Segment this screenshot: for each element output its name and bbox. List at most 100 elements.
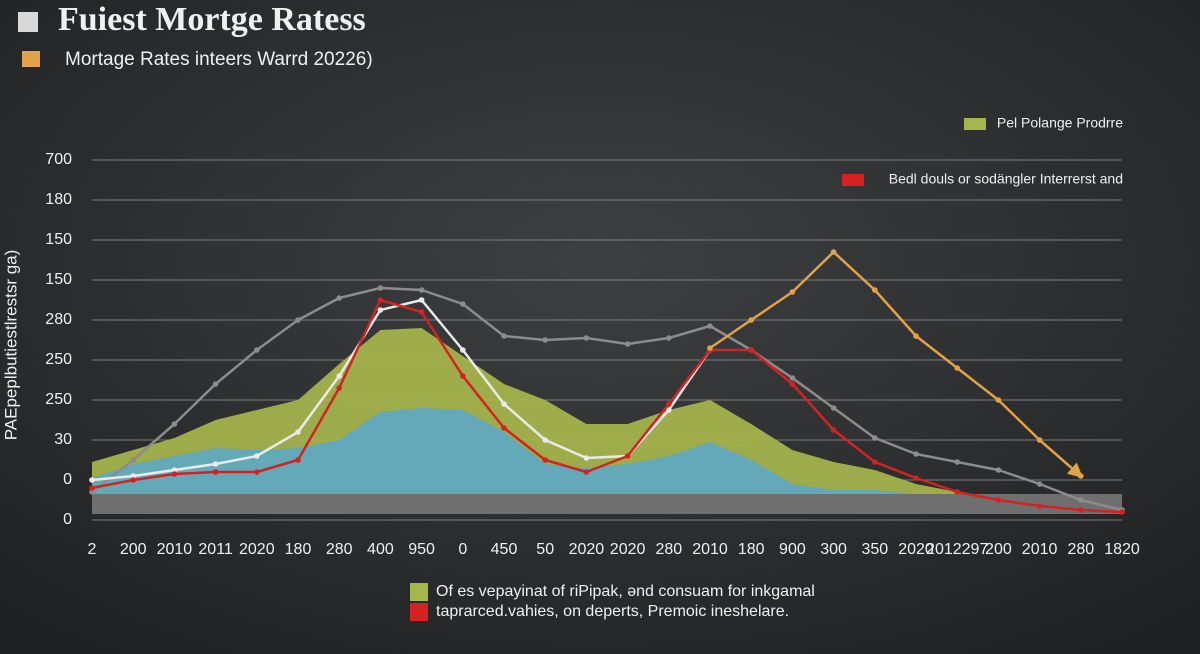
x-tick-label: 950 [408,541,435,558]
point [913,451,919,457]
legend-swatch [842,174,864,186]
point [418,297,425,303]
point [542,337,548,343]
x-tick-label: 2012297 [926,541,988,558]
point [624,341,631,347]
point [253,347,260,353]
x-tick-label: 180 [738,541,765,558]
y-tick-label: 250 [45,391,72,408]
point [295,317,301,323]
y-tick-label: 150 [45,231,72,248]
point [748,317,754,323]
chart-subtitle: Mortage Rates inteers Warrd 20226) [65,49,373,70]
x-tick-label: 350 [861,541,888,558]
x-tick-label: 2020 [610,541,646,558]
x-tick-label: 2011 [198,541,233,558]
point [913,475,919,481]
x-tick-label: 1820 [1104,541,1140,558]
point [542,437,548,443]
point [336,295,343,301]
point [583,469,590,475]
x-tick-label: 50 [536,541,554,558]
point [995,467,1002,473]
line [709,250,1084,478]
point [212,381,219,387]
point [130,457,136,463]
point [913,333,919,339]
point [1078,497,1084,503]
x-tick-label: 0 [458,541,467,558]
point [830,405,837,411]
point [501,425,507,431]
x-tick-label: 2010 [157,541,193,558]
point [1119,509,1125,515]
point [418,287,425,293]
legend-label: Pel Polange Prodrre [997,115,1123,131]
x-tick-label: 450 [491,541,518,558]
point [1036,503,1043,509]
point [954,365,960,371]
point [171,471,178,477]
line [91,298,1123,514]
point [542,457,548,463]
point [377,297,384,303]
x-tick-label: 900 [779,541,806,558]
title-icon [18,12,38,32]
y-axis-label: PAEpeplbutiestlrestsr ga) [1,250,20,441]
chart-title: Fuiest Mortge Ratess [58,1,366,38]
x-tick-label: 280 [1067,541,1094,558]
point [707,323,713,329]
point [995,397,1002,403]
point [748,347,754,353]
subtitle-icon [22,51,40,67]
point [460,301,466,307]
y-tick-label: 180 [45,191,72,208]
point [130,473,136,479]
point [89,477,95,483]
y-tick-label: 700 [45,151,72,168]
point [666,401,672,407]
base-band [92,494,1122,514]
area [92,408,1122,514]
x-tick-label: 2 [88,541,97,558]
y-tick-label: 150 [45,271,72,288]
x-tick-label: 2010 [692,541,728,558]
point [789,289,796,295]
point [336,373,343,379]
point [1036,437,1043,443]
y-tick-label: 280 [45,311,72,328]
footer-label: taprarced.vahies, on deperts, Premoic in… [436,603,789,620]
point [253,469,260,475]
point [954,489,960,495]
point [212,469,219,475]
point [583,455,590,461]
areas [92,328,1122,514]
point [460,373,466,379]
point [1078,473,1084,479]
x-tick-label: 2020 [569,541,605,558]
footer-label: Of es vepayinat of riPipak, ənd consuam … [436,583,815,600]
point [830,427,837,433]
point [830,249,837,255]
point [295,429,301,435]
point [789,381,796,387]
point [666,407,672,413]
point [789,375,796,381]
point [130,477,136,483]
line [91,286,1123,512]
x-tick-label: 180 [285,541,312,558]
point [171,421,178,427]
point [707,345,713,351]
point [954,459,960,465]
x-tick-label: 280 [655,541,682,558]
point [336,385,343,391]
x-tick-label: 2020 [239,541,275,558]
x-tick-label: 200 [985,541,1012,558]
legend: Pel Polange Prodrre Bedl douls or sodängl… [410,115,1123,621]
y-tick-label: 0 [63,511,72,528]
x-tick-label: 2010 [1022,541,1058,558]
x-tick-label: 280 [326,541,353,558]
lines [89,249,1125,515]
